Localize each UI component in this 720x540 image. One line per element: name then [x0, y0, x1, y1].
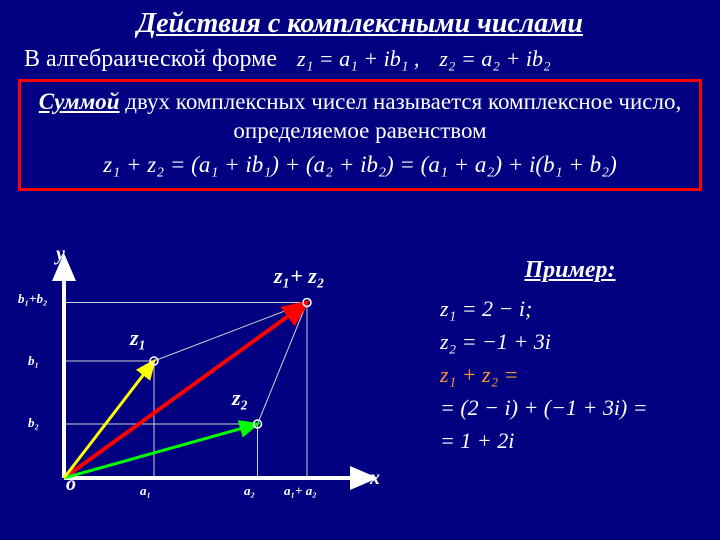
vector-z1-label: z₁ — [130, 325, 146, 351]
definition-text: Суммой двух комплексных чисел называется… — [31, 88, 689, 146]
x-axis-label: x — [370, 467, 380, 490]
definition-box: Суммой двух комплексных чисел называется… — [18, 79, 702, 191]
example-expand: = (2 − i) + (−1 + 3i) = — [440, 391, 700, 424]
vector-sum-label: z₁+ z₂ — [274, 263, 325, 289]
subtitle-row: В алгебраической форме z₁ = a₁ + ib₁ , z… — [0, 40, 720, 75]
tick-a1: a₁ — [140, 483, 151, 499]
sum-formula: z₁ + z₂ = (a₁ + ib₁) + (a₂ + ib₂) = (a₁ … — [31, 152, 689, 178]
vector-diagram: y x o b₂ b₁ b₁+b₂ a₁ a₂ a₁+ a₂ z₁ z₂ z₁+… — [22, 245, 392, 525]
example-result: = 1 + 2i — [440, 424, 700, 457]
definition-rest: двух комплексных чисел называется компле… — [120, 89, 682, 143]
vector-z2-label: z₂ — [232, 385, 248, 411]
y-axis-label: y — [56, 243, 65, 266]
example-block: Пример: z₁ = 2 − i; z₂ = −1 + 3i z₁ + z₂… — [440, 257, 700, 457]
tick-asum: a₁+ a₂ — [284, 483, 317, 499]
subtitle-text: В алгебраической форме — [24, 46, 277, 73]
tick-b2: b₂ — [28, 415, 39, 431]
example-sum-lhs: z₁ + z₂ = — [440, 358, 700, 391]
z1-definition: z₁ = a₁ + ib₁ , — [297, 46, 419, 72]
diagram-svg — [22, 245, 392, 525]
origin-label: o — [66, 473, 76, 496]
example-z2: z₂ = −1 + 3i — [440, 325, 700, 358]
example-z1: z₁ = 2 − i; — [440, 292, 700, 325]
tick-b1: b₁ — [28, 353, 39, 369]
tick-b1b2: b₁+b₂ — [18, 291, 47, 307]
z2-definition: z₂ = a₂ + ib₂ — [439, 46, 550, 72]
tick-a2: a₂ — [244, 483, 255, 499]
example-title: Пример: — [440, 257, 700, 284]
page-title: Действия с комплексными числами — [0, 0, 720, 40]
bottom-region: y x o b₂ b₁ b₁+b₂ a₁ a₂ a₁+ a₂ z₁ z₂ z₁+… — [0, 245, 720, 540]
definition-lead: Суммой — [39, 89, 120, 114]
